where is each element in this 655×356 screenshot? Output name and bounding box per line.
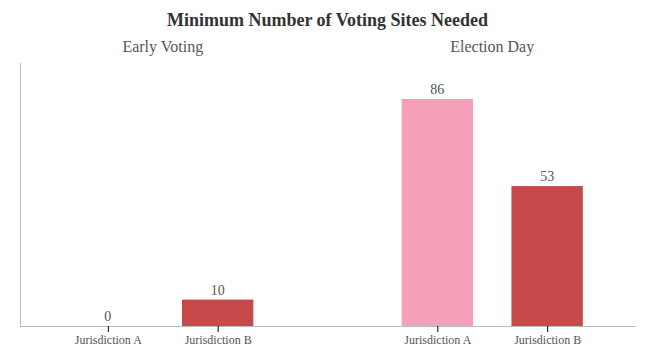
x-tick: Jurisdiction B bbox=[514, 326, 581, 347]
bar bbox=[72, 326, 143, 327]
bar bbox=[182, 300, 253, 326]
data-label: 53 bbox=[540, 169, 554, 184]
bars bbox=[182, 99, 583, 326]
data-label: 86 bbox=[430, 82, 444, 97]
x-tick-mark bbox=[547, 326, 548, 332]
data-label: 0 bbox=[104, 309, 111, 324]
x-axis-line bbox=[21, 326, 636, 327]
x-tick-mark bbox=[437, 326, 438, 332]
x-tick-label: Jurisdiction B bbox=[185, 333, 252, 347]
section-label: Election Day bbox=[450, 38, 534, 56]
y-axis bbox=[20, 63, 21, 327]
bar bbox=[511, 186, 582, 326]
data-labels: 0 10 86 53 bbox=[104, 82, 554, 324]
x-tick: Jurisdiction B bbox=[185, 326, 252, 347]
chart-svg: Minimum Number of Voting Sites Needed Ear… bbox=[0, 0, 655, 356]
x-tick-mark bbox=[108, 326, 109, 332]
x-tick-mark bbox=[218, 326, 219, 332]
x-tick-label: Jurisdiction A bbox=[75, 333, 142, 347]
x-tick-label: Jurisdiction A bbox=[404, 333, 471, 347]
x-tick: Jurisdiction A bbox=[75, 326, 142, 347]
x-axis: Jurisdiction A Jurisdiction B Jurisdiction… bbox=[21, 326, 636, 347]
section-label: Early Voting bbox=[122, 38, 203, 56]
data-label: 10 bbox=[211, 283, 225, 298]
bar bbox=[402, 99, 473, 326]
chart-container: Minimum Number of Voting Sites Needed Ear… bbox=[0, 0, 655, 356]
x-tick-label: Jurisdiction B bbox=[514, 333, 581, 347]
title: Minimum Number of Voting Sites Needed bbox=[167, 10, 488, 30]
plot: Early Voting Election Day 0 10 86 53 Jurisdict… bbox=[21, 38, 636, 347]
y-axis-line bbox=[20, 63, 21, 327]
x-tick: Jurisdiction A bbox=[404, 326, 471, 347]
